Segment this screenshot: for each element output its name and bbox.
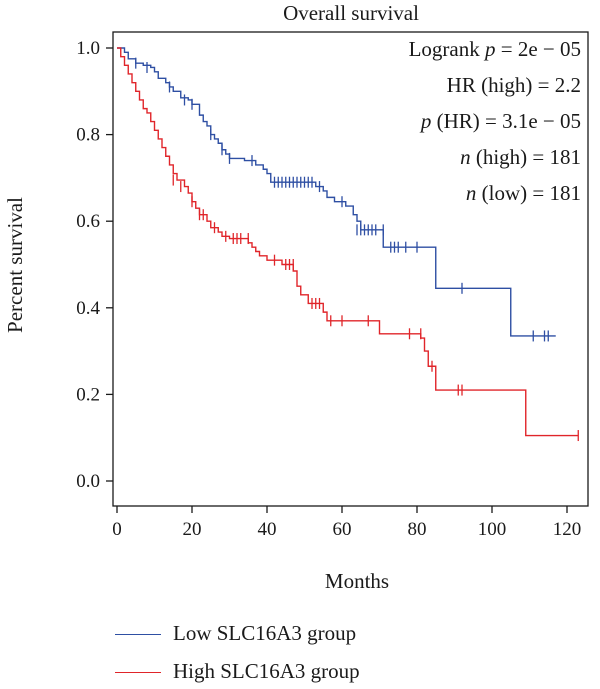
x-tick-label: 40	[258, 519, 277, 540]
x-tick-label: 0	[112, 519, 122, 540]
x-tick-label: 60	[333, 519, 352, 540]
annotation-line: p (HR) = 3.1e − 05	[419, 109, 581, 133]
stats-annotations: Logrank p = 2e − 05 HR (high) = 2.2 p (HR)…	[409, 37, 581, 205]
y-axis: 0.0 0.2 0.4 0.6 0.8 1.0	[76, 38, 113, 492]
series-line-low	[117, 47, 556, 337]
legend-label-low: Low SLC16A3 group	[173, 621, 357, 645]
annotation-line: n (low) = 181	[466, 181, 581, 205]
plot-frame	[112, 31, 589, 507]
y-tick-label: 1.0	[76, 38, 100, 59]
survival-chart: Overall survival 0 20 40 60 80 100 120 0.00.20…	[3, 1, 589, 593]
x-tick-label: 100	[478, 519, 507, 540]
chart-title: Overall survival	[283, 1, 419, 25]
x-tick-label: 120	[553, 519, 582, 540]
legend-label-high: High SLC16A3 group	[173, 659, 360, 683]
series-layer	[117, 47, 579, 442]
y-tick-label: 0.4	[76, 298, 100, 319]
y-tick-label: 0.0	[76, 471, 100, 492]
y-axis-label: Percent survival	[3, 197, 27, 333]
legend-item-low: Low SLC16A3 group	[115, 619, 535, 649]
legend-item-high: High SLC16A3 group	[115, 657, 535, 687]
x-tick-label: 80	[408, 519, 427, 540]
legend-swatch-high	[115, 672, 161, 673]
annotation-line: n (high) = 181	[460, 145, 581, 169]
y-tick-label: 0.8	[76, 125, 100, 146]
annotation-line: HR (high) = 2.2	[447, 73, 581, 97]
legend-swatch-low	[115, 634, 161, 635]
y-tick-label: 0.2	[76, 384, 100, 405]
x-axis-label: Months	[325, 569, 389, 593]
annotation-line: Logrank p = 2e − 05	[409, 37, 581, 61]
x-axis: 0 20 40 60 80 100 120	[112, 506, 581, 540]
y-tick-label: 0.6	[76, 211, 100, 232]
x-tick-label: 20	[183, 519, 202, 540]
series-line-high	[117, 47, 579, 437]
